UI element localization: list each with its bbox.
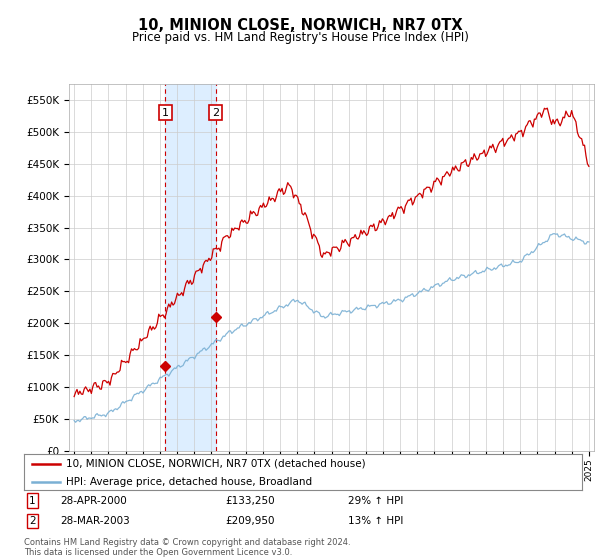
Text: 1: 1 [162, 108, 169, 118]
Text: £133,250: £133,250 [225, 496, 275, 506]
Text: 2: 2 [29, 516, 35, 526]
Text: Contains HM Land Registry data © Crown copyright and database right 2024.
This d: Contains HM Land Registry data © Crown c… [24, 538, 350, 557]
Text: 28-MAR-2003: 28-MAR-2003 [60, 516, 130, 526]
Text: HPI: Average price, detached house, Broadland: HPI: Average price, detached house, Broa… [66, 477, 312, 487]
Text: 1: 1 [29, 496, 35, 506]
Text: 28-APR-2000: 28-APR-2000 [60, 496, 127, 506]
Text: 10, MINION CLOSE, NORWICH, NR7 0TX (detached house): 10, MINION CLOSE, NORWICH, NR7 0TX (deta… [66, 459, 365, 469]
Text: Price paid vs. HM Land Registry's House Price Index (HPI): Price paid vs. HM Land Registry's House … [131, 31, 469, 44]
Bar [166, 84, 215, 451]
Text: 29% ↑ HPI: 29% ↑ HPI [347, 496, 403, 506]
Text: 13% ↑ HPI: 13% ↑ HPI [347, 516, 403, 526]
Text: 2: 2 [212, 108, 219, 118]
Text: £209,950: £209,950 [225, 516, 274, 526]
Text: 10, MINION CLOSE, NORWICH, NR7 0TX: 10, MINION CLOSE, NORWICH, NR7 0TX [137, 18, 463, 33]
